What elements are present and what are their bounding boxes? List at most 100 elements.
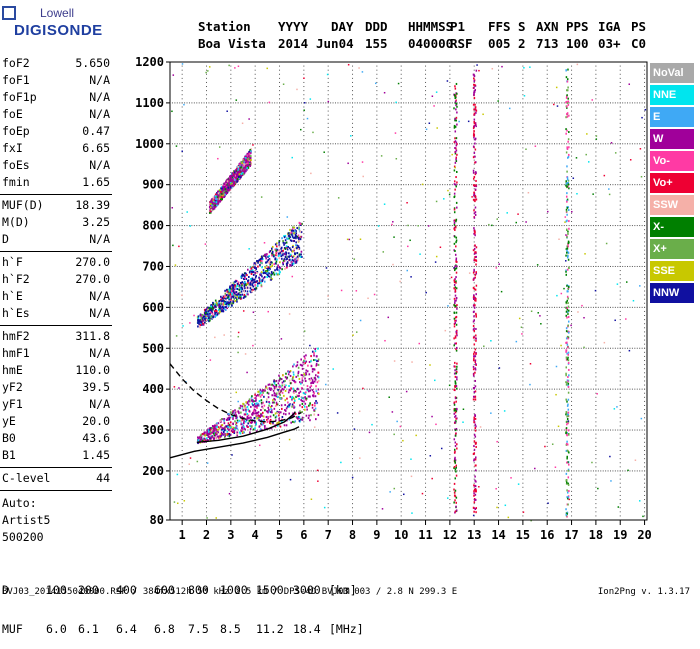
grid-dot <box>644 392 646 394</box>
grid-dot <box>400 73 402 75</box>
grid-dot <box>410 470 412 472</box>
grid-dot <box>320 429 322 431</box>
grid-dot <box>466 470 468 472</box>
grid-dot <box>230 360 232 362</box>
grid-dot <box>288 306 290 308</box>
grid-dot <box>485 265 487 267</box>
grid-dot <box>254 499 256 501</box>
grid-dot <box>254 347 256 349</box>
grid-dot <box>400 335 402 337</box>
grid-dot <box>595 306 597 308</box>
grid-dot <box>206 335 208 337</box>
grid-dot <box>546 515 548 517</box>
grid-dot <box>327 176 329 177</box>
grid-dot <box>644 147 646 149</box>
grid-dot <box>644 69 646 71</box>
grid-dot <box>218 470 220 472</box>
echo-point <box>281 381 284 384</box>
grid-dot <box>279 441 281 443</box>
grid-dot <box>563 429 565 431</box>
grid-dot <box>274 347 276 349</box>
grid-dot <box>522 265 524 267</box>
grid-dot <box>393 143 395 145</box>
grid-dot <box>522 77 524 79</box>
grid-dot <box>595 151 597 153</box>
grid-dot <box>546 184 548 186</box>
grid-dot <box>347 388 349 390</box>
grid-dot <box>612 347 614 349</box>
grid-dot <box>463 470 465 472</box>
grid-dot <box>400 212 402 214</box>
grid-dot <box>327 323 329 325</box>
grid-dot <box>498 511 500 513</box>
grid-dot <box>420 429 422 431</box>
grid-dot <box>366 102 368 104</box>
grid-dot <box>473 261 475 263</box>
grid-dot <box>602 225 604 227</box>
grid-dot <box>476 470 478 472</box>
grid-dot <box>439 265 441 267</box>
grid-dot <box>571 400 573 402</box>
grid-dot <box>181 90 183 92</box>
grid-dot <box>629 347 631 349</box>
grid-dot <box>254 274 256 276</box>
grid-dot <box>510 184 512 186</box>
grid-dot <box>181 372 183 374</box>
grid-dot <box>498 188 500 190</box>
grid-dot <box>500 143 502 145</box>
grid-dot <box>524 429 526 431</box>
grid-dot <box>590 347 592 349</box>
grid-dot <box>532 470 534 472</box>
grid-dot <box>230 380 232 382</box>
grid-dot <box>400 458 402 460</box>
echo-point <box>284 409 286 412</box>
grid-dot <box>352 237 354 239</box>
grid-dot <box>254 441 256 443</box>
grid-dot <box>237 102 239 104</box>
echo-point <box>264 409 266 412</box>
grid-dot <box>571 515 573 517</box>
grid-dot <box>546 233 548 235</box>
grid-dot <box>449 249 451 251</box>
grid-dot <box>425 302 427 304</box>
grid-dot <box>230 441 232 443</box>
grid-dot <box>327 290 329 292</box>
grid-dot <box>281 102 283 104</box>
grid-dot <box>327 261 329 263</box>
echo-point <box>262 391 264 394</box>
grid-dot <box>327 229 329 231</box>
grid-dot <box>558 388 560 390</box>
grid-dot <box>230 270 232 272</box>
grid-dot <box>259 306 261 308</box>
grid-dot <box>546 204 548 206</box>
grid-dot <box>215 225 217 227</box>
grid-dot <box>595 499 597 501</box>
grid-dot <box>352 73 354 75</box>
grid-dot <box>400 253 402 255</box>
grid-dot <box>539 347 541 349</box>
grid-dot <box>281 347 283 349</box>
grid-dot <box>327 77 329 79</box>
grid-dot <box>352 176 354 177</box>
grid-dot <box>198 306 200 308</box>
grid-dot <box>403 429 405 431</box>
grid-dot <box>303 126 305 128</box>
grid-dot <box>405 184 407 186</box>
grid-dot <box>303 364 305 366</box>
grid-dot <box>644 470 646 472</box>
grid-dot <box>498 331 500 333</box>
grid-dot <box>425 474 427 476</box>
grid-dot <box>546 261 548 263</box>
echo-point <box>230 426 233 429</box>
grid-dot <box>522 237 524 239</box>
grid-dot <box>279 507 281 509</box>
grid-dot <box>349 143 351 145</box>
grid-dot <box>575 347 577 349</box>
echo-point <box>316 360 318 363</box>
grid-dot <box>230 118 232 120</box>
grid-dot <box>400 196 402 198</box>
grid-dot <box>332 388 334 390</box>
grid-dot <box>522 143 524 145</box>
grid-dot <box>546 257 548 259</box>
grid-dot <box>449 388 451 390</box>
